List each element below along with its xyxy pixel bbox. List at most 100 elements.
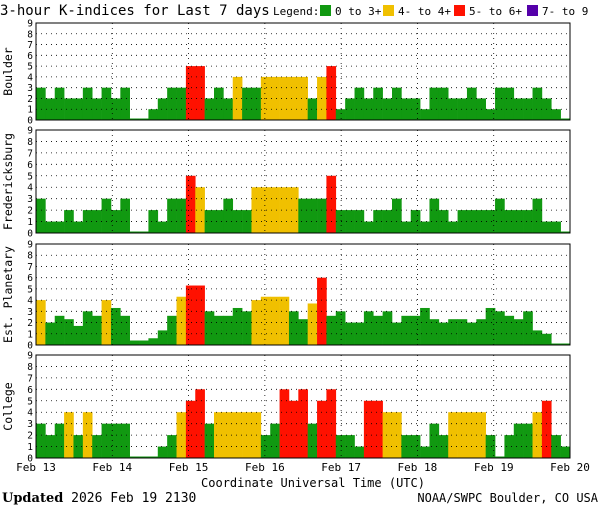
bar-1-2 bbox=[54, 221, 65, 233]
bar-0-38 bbox=[392, 87, 402, 120]
bar-3-26 bbox=[279, 389, 290, 458]
bar-0-0 bbox=[36, 87, 46, 120]
bar-3-40 bbox=[410, 435, 421, 458]
legend-swatch-2 bbox=[454, 5, 465, 16]
bar-2-18 bbox=[204, 311, 215, 345]
bar-2-24 bbox=[260, 296, 271, 345]
bar-2-17 bbox=[195, 285, 205, 345]
bar-1-44 bbox=[448, 221, 458, 233]
y-tick-0-1: 1 bbox=[27, 105, 33, 116]
x-tick-7: Feb 20 bbox=[550, 461, 590, 474]
legend-entry-0: 0 to 3+ bbox=[335, 5, 382, 18]
bar-3-0 bbox=[36, 423, 46, 458]
legend-swatch-1 bbox=[383, 5, 394, 16]
y-tick-1-8: 8 bbox=[27, 137, 33, 148]
y-tick-3-9: 9 bbox=[27, 351, 33, 362]
bar-2-20 bbox=[223, 315, 234, 345]
y-tick-1-5: 5 bbox=[27, 171, 33, 182]
bar-2-21 bbox=[232, 307, 243, 345]
bar-0-8 bbox=[110, 98, 121, 120]
bar-0-13 bbox=[157, 98, 168, 120]
legend-entry-1: 4- to 4+ bbox=[398, 5, 451, 18]
y-tick-3-1: 1 bbox=[27, 442, 33, 453]
bar-3-53 bbox=[532, 412, 543, 458]
bar-1-41 bbox=[420, 221, 430, 233]
bar-0-28 bbox=[298, 76, 308, 120]
bar-2-29 bbox=[307, 303, 318, 345]
bar-3-19 bbox=[214, 412, 224, 458]
y-tick-1-2: 2 bbox=[27, 206, 33, 217]
y-tick-0-8: 8 bbox=[27, 29, 33, 40]
bar-2-14 bbox=[167, 315, 177, 345]
bar-2-41 bbox=[420, 307, 430, 345]
y-tick-3-8: 8 bbox=[27, 362, 33, 373]
credit-footer: NOAA/SWPC Boulder, CO USA bbox=[417, 491, 598, 505]
bar-3-24 bbox=[260, 435, 271, 458]
bar-3-45 bbox=[457, 412, 468, 458]
y-tick-3-5: 5 bbox=[27, 396, 33, 407]
bar-1-27 bbox=[288, 187, 299, 233]
bar-2-49 bbox=[495, 311, 505, 345]
bar-2-15 bbox=[176, 296, 187, 345]
y-tick-1-7: 7 bbox=[27, 148, 33, 159]
bar-0-31 bbox=[326, 66, 337, 120]
bar-0-55 bbox=[551, 109, 561, 120]
bar-3-42 bbox=[429, 423, 440, 458]
bar-2-3 bbox=[64, 319, 74, 345]
bar-1-17 bbox=[195, 187, 205, 233]
legend-entry-3: 7- to 9 bbox=[542, 5, 588, 18]
bar-2-11 bbox=[139, 340, 149, 345]
bar-3-48 bbox=[485, 435, 496, 458]
panel-frame-1 bbox=[35, 129, 571, 234]
x-tick-5: Feb 18 bbox=[398, 461, 438, 474]
bar-3-2 bbox=[54, 423, 65, 458]
bar-3-43 bbox=[438, 435, 449, 458]
bar-3-52 bbox=[523, 423, 533, 458]
bar-2-33 bbox=[345, 322, 355, 345]
bar-0-4 bbox=[73, 98, 84, 120]
bar-1-52 bbox=[523, 210, 533, 233]
bar-0-10 bbox=[129, 118, 140, 120]
k-index-chart: 3-hour K-indices for Last 7 days Legend: 0… bbox=[0, 3, 590, 490]
bar-3-32 bbox=[335, 435, 346, 458]
y-tick-2-5: 5 bbox=[27, 284, 33, 295]
bar-0-23 bbox=[251, 87, 262, 120]
x-tick-1: Feb 14 bbox=[92, 461, 132, 474]
bar-1-20 bbox=[223, 198, 234, 233]
bar-1-37 bbox=[382, 210, 393, 233]
y-tick-1-1: 1 bbox=[27, 217, 33, 228]
y-tick-1-9: 9 bbox=[27, 126, 33, 137]
bar-0-49 bbox=[495, 87, 505, 120]
bar-2-12 bbox=[148, 338, 159, 345]
bar-3-27 bbox=[288, 400, 299, 458]
y-tick-2-1: 1 bbox=[27, 329, 33, 340]
bar-0-42 bbox=[429, 87, 440, 120]
bar-2-51 bbox=[513, 319, 524, 345]
bar-3-6 bbox=[92, 435, 102, 458]
bar-2-36 bbox=[373, 315, 383, 345]
y-tick-1-3: 3 bbox=[27, 194, 33, 205]
y-tick-2-6: 6 bbox=[27, 273, 33, 284]
y-tick-2-9: 9 bbox=[27, 240, 33, 251]
y-tick-0-6: 6 bbox=[27, 51, 33, 62]
bar-3-34 bbox=[354, 446, 365, 458]
bar-0-56 bbox=[560, 118, 571, 120]
bar-1-45 bbox=[457, 210, 468, 233]
bar-2-45 bbox=[457, 319, 468, 345]
y-tick-1-4: 4 bbox=[27, 183, 33, 194]
bar-3-12 bbox=[148, 456, 159, 458]
updated-timestamp: 2026 Feb 19 2130 bbox=[71, 491, 197, 506]
bar-0-11 bbox=[139, 118, 149, 120]
bar-2-1 bbox=[45, 322, 56, 345]
bar-3-44 bbox=[448, 412, 458, 458]
bar-0-45 bbox=[457, 98, 468, 120]
bar-1-33 bbox=[345, 210, 355, 233]
y-tick-2-8: 8 bbox=[27, 251, 33, 262]
bar-1-18 bbox=[204, 210, 215, 233]
bar-2-42 bbox=[429, 319, 440, 345]
bar-1-56 bbox=[560, 231, 571, 233]
bar-0-16 bbox=[185, 66, 196, 120]
bar-3-13 bbox=[157, 446, 168, 458]
bar-1-32 bbox=[335, 210, 346, 233]
bar-3-25 bbox=[270, 423, 280, 458]
